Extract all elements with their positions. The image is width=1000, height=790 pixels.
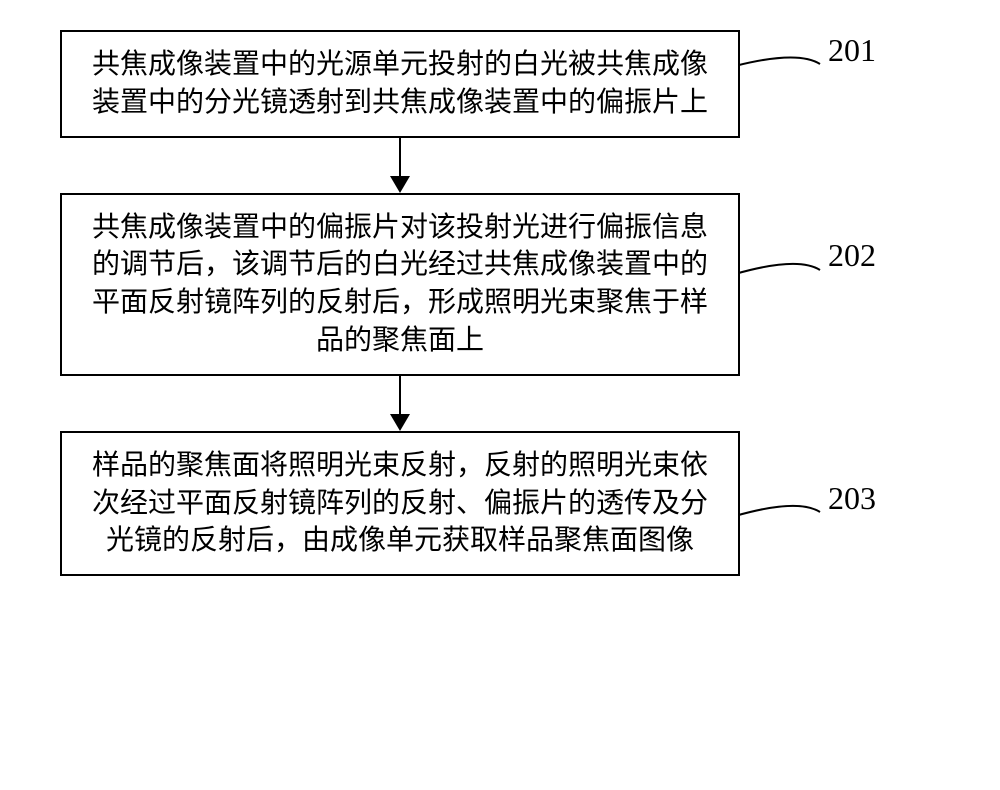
step-text: 样品的聚焦面将照明光束反射，反射的照明光束依次经过平面反射镜阵列的反射、偏振片的… (92, 450, 708, 557)
step-label-201: 201 (828, 32, 876, 69)
arrow-connector (60, 376, 740, 431)
step-text: 共焦成像装置中的光源单元投射的白光被共焦成像装置中的分光镜透射到共焦成像装置中的… (92, 49, 708, 118)
step-box-203: 样品的聚焦面将照明光束反射，反射的照明光束依次经过平面反射镜阵列的反射、偏振片的… (60, 431, 740, 576)
step-box-202: 共焦成像装置中的偏振片对该投射光进行偏振信息的调节后，该调节后的白光经过共焦成像… (60, 193, 740, 376)
arrow-down-icon (380, 376, 420, 431)
step-label-202: 202 (828, 237, 876, 274)
step-label-203: 203 (828, 480, 876, 517)
step-text: 共焦成像装置中的偏振片对该投射光进行偏振信息的调节后，该调节后的白光经过共焦成像… (92, 212, 708, 356)
arrow-down-icon (380, 138, 420, 193)
flowchart-container: 201 202 203 共焦成像装置中的光源单元投射的白光被共焦成像装置中的分光… (0, 30, 1000, 576)
step-box-201: 共焦成像装置中的光源单元投射的白光被共焦成像装置中的分光镜透射到共焦成像装置中的… (60, 30, 740, 138)
arrow-connector (60, 138, 740, 193)
